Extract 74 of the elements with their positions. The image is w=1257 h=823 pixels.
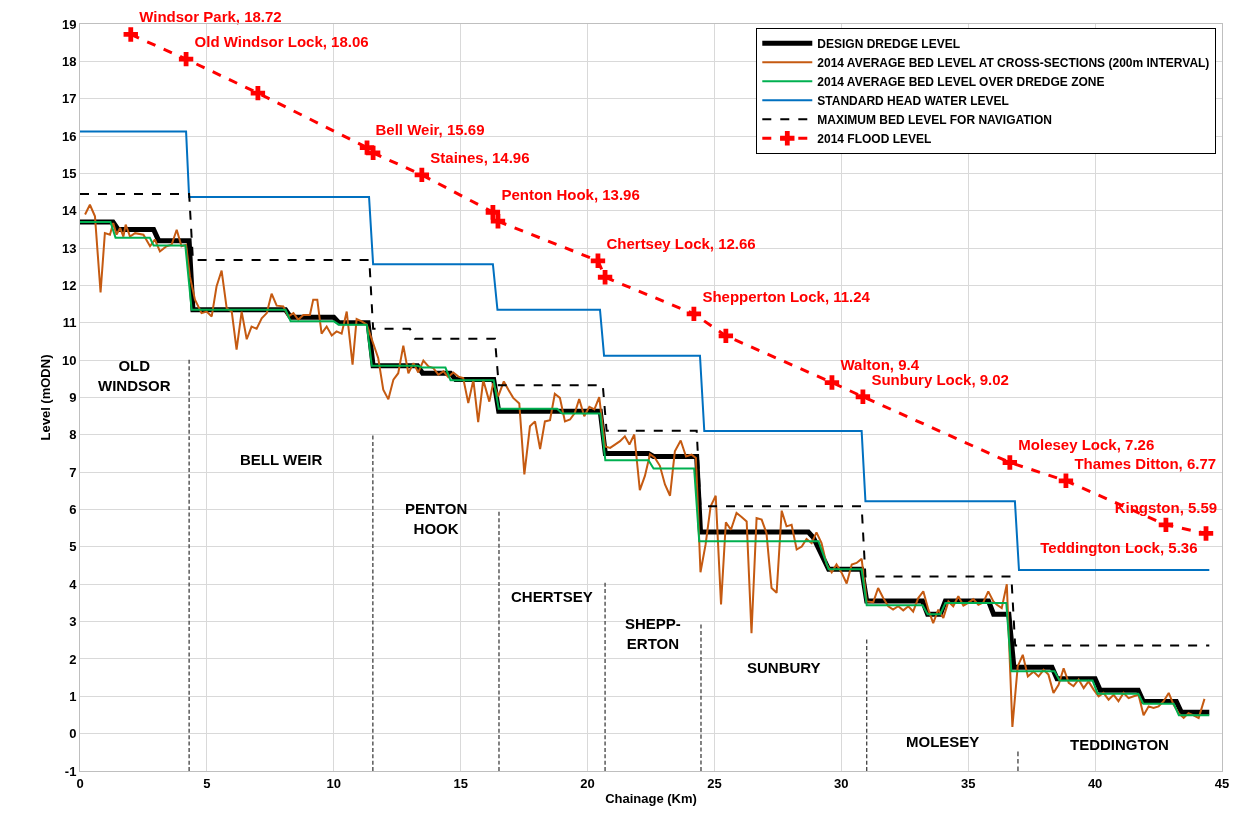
point (718, 328, 734, 344)
x-tick-label: 5 (203, 775, 211, 791)
point (414, 167, 430, 183)
data-label: Penton Hook, 13.96 (501, 185, 640, 203)
annotation: PENTON HOOK (405, 500, 468, 537)
point (824, 375, 840, 390)
point (178, 51, 194, 67)
annotation: SHEPP- ERTON (625, 615, 681, 652)
data-label: Teddington Lock, 5.36 (1040, 539, 1198, 557)
point (365, 145, 381, 161)
data-label: Walton, 9.4 (840, 356, 920, 374)
y-tick-label: 17 (61, 91, 77, 107)
y-tick-label: 14 (61, 203, 78, 219)
point (855, 389, 871, 404)
y-tick-label: 1 (69, 688, 77, 704)
y-tick-label: 16 (61, 128, 77, 144)
annotation: SUNBURY (747, 659, 821, 676)
data-label: Staines, 14.96 (430, 148, 530, 166)
legend-label: DESIGN DREDGE LEVEL (817, 36, 960, 51)
data-label: Chertsey Lock, 12.66 (606, 234, 756, 252)
annotation: OLD WINDSOR (98, 357, 171, 394)
data-label: Windsor Park, 18.72 (139, 8, 282, 26)
y-tick-label: 0 (69, 726, 77, 742)
y-tick-label: 6 (69, 502, 77, 518)
x-tick-label: 35 (960, 775, 976, 791)
legend-label: 2014 FLOOD LEVEL (817, 131, 932, 146)
y-tick-label: 2 (69, 651, 77, 667)
x-tick-label: 15 (453, 775, 468, 791)
point (597, 270, 613, 285)
data-label: Bell Weir, 15.69 (375, 121, 485, 139)
data-label: Old Windsor Lock, 18.06 (194, 32, 369, 50)
y-tick-label: 19 (61, 16, 77, 32)
point (686, 306, 702, 322)
point (1002, 455, 1018, 470)
x-tick-label: 20 (580, 775, 595, 791)
point (590, 253, 606, 268)
y-tick-label: 11 (62, 315, 77, 331)
annotation: MOLESEY (906, 733, 980, 750)
legend-label: 2014 AVERAGE BED LEVEL OVER DREDGE ZONE (817, 74, 1105, 89)
point (250, 85, 266, 101)
x-tick-label: 45 (1214, 775, 1230, 791)
legend-label: STANDARD HEAD WATER LEVEL (817, 93, 1009, 108)
data-label: Shepperton Lock, 11.24 (702, 287, 871, 305)
y-tick-label: 12 (61, 278, 77, 293)
annotation: TEDDINGTON (1070, 736, 1169, 753)
legend-label: 2014 AVERAGE BED LEVEL AT CROSS-SECTIONS (200m INTERVAL) (817, 55, 1210, 70)
data-label: Thames Ditton, 6.77 (1074, 454, 1217, 472)
y-axis-title: Level (mODN) (37, 354, 53, 441)
x-tick-label: 40 (1087, 775, 1103, 791)
data-label: Molesey Lock, 7.26 (1018, 436, 1155, 454)
y-tick-label: 7 (69, 464, 77, 480)
y-tick-label: 8 (69, 427, 77, 443)
y-tick-label: 13 (61, 240, 77, 256)
y-tick-label: 18 (61, 53, 77, 69)
point (1158, 517, 1174, 533)
x-tick-label: 30 (834, 775, 849, 791)
annotation: CHERTSEY (511, 588, 593, 605)
y-tick-label: 3 (69, 614, 77, 630)
point (1198, 526, 1214, 541)
y-tick-label: 15 (61, 165, 77, 181)
point (490, 214, 506, 229)
y-tick-label: 10 (61, 352, 77, 368)
point (1058, 473, 1074, 488)
x-axis-title: Chainage (Km) (605, 791, 697, 807)
y-tick-label: 9 (69, 390, 77, 406)
annotation: BELL WEIR (240, 451, 323, 468)
data-label: Kingston, 5.59 (1114, 498, 1218, 516)
legend-label: MAXIMUM BED LEVEL FOR NAVIGATION (817, 112, 1052, 127)
point (123, 27, 138, 42)
x-tick-label: 10 (326, 775, 342, 791)
y-tick-label: 5 (69, 539, 77, 555)
y-tick-label: -1 (64, 763, 77, 779)
x-tick-label: 25 (707, 775, 722, 791)
y-tick-label: 4 (69, 576, 78, 592)
